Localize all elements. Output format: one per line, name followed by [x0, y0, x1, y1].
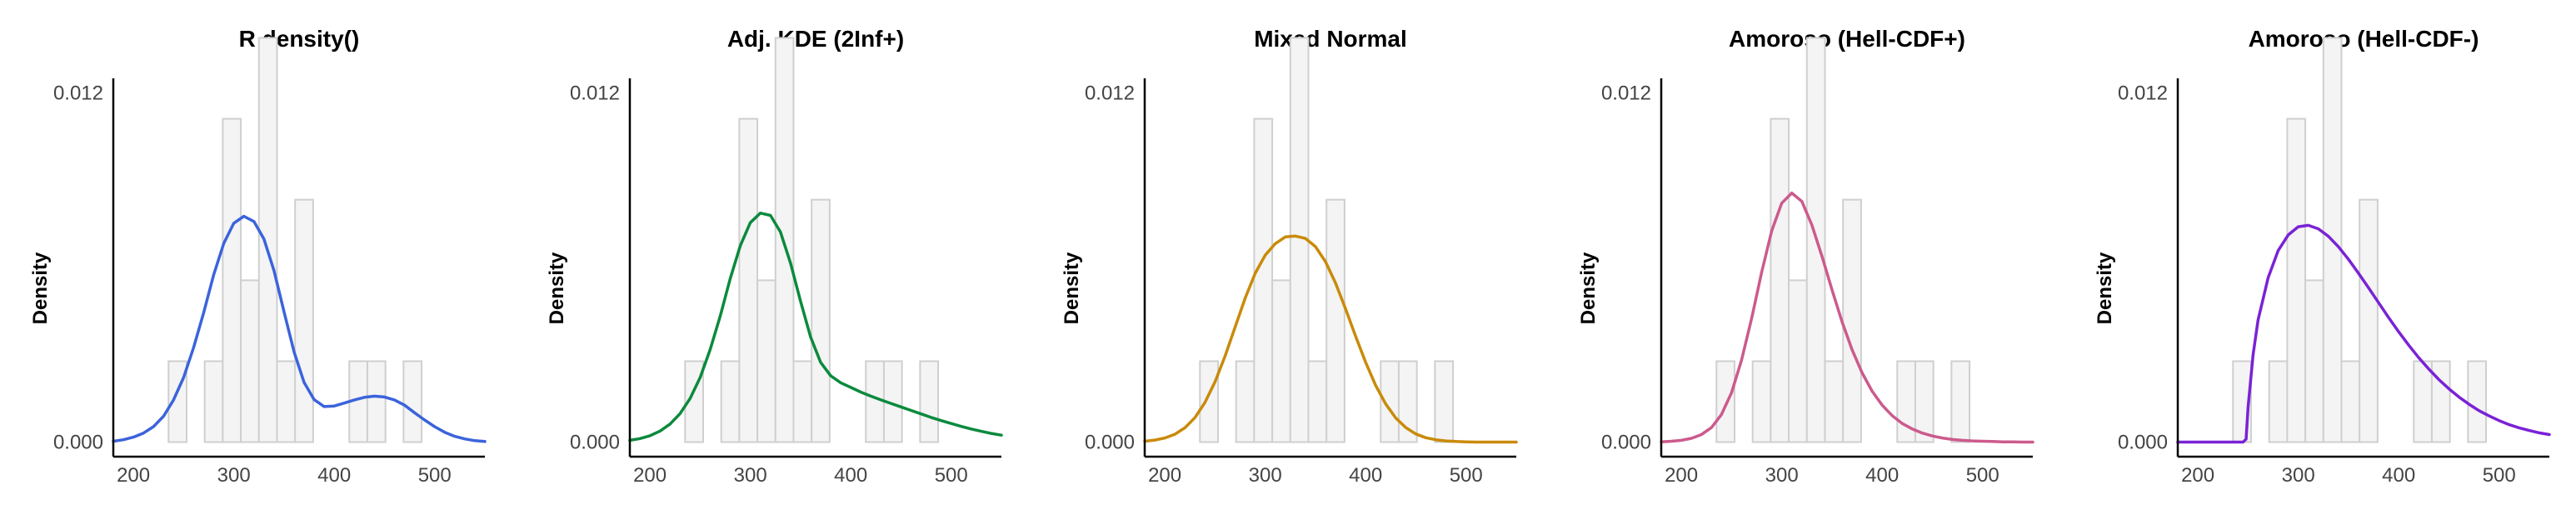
histogram-bar — [811, 198, 831, 443]
y-tick-label: 0.000 — [570, 432, 620, 454]
x-tick-label: 300 — [1249, 464, 1282, 487]
y-tick-label: 0.012 — [2118, 82, 2168, 104]
x-tick-label: 400 — [834, 464, 867, 487]
histogram-bar — [2430, 360, 2451, 443]
y-axis-label: Density — [1577, 252, 1600, 324]
histogram-bar — [1253, 118, 1274, 443]
y-tick-label: 0.012 — [570, 82, 620, 104]
density-curve — [112, 214, 487, 443]
panel-title: Adj. KDE (2Inf+) — [727, 26, 904, 52]
panel-1: R density() Density 0.000 0.012 200 300 400 500 — [29, 26, 487, 487]
x-tick-label: 200 — [2181, 464, 2214, 487]
panel-5: Amoroso (Hell-CDF-) Density 0.000 0.012 200 3… — [2094, 26, 2551, 487]
panel-title: R density() — [239, 26, 360, 52]
histogram-bar — [919, 360, 940, 443]
x-tick-label: 300 — [217, 464, 251, 487]
histogram-bar — [1235, 360, 1256, 443]
density-curve — [2176, 223, 2551, 444]
histogram-bar — [222, 118, 242, 443]
histogram-bar — [1824, 360, 1845, 443]
y-axis-label: Density — [2094, 252, 2116, 324]
histogram-bar — [1914, 360, 1934, 443]
x-tick-label: 500 — [935, 464, 968, 487]
histogram-bar — [366, 360, 387, 443]
density-curve — [1143, 234, 1518, 444]
histogram-bar — [865, 360, 885, 443]
histogram-bar — [2413, 360, 2433, 443]
y-tick-label: 0.000 — [2118, 432, 2168, 454]
y-tick-label: 0.012 — [1601, 82, 1651, 104]
histogram-bar — [1842, 198, 1862, 443]
x-tick-label: 400 — [2382, 464, 2415, 487]
y-tick-label: 0.000 — [1601, 432, 1651, 454]
histogram-bar — [294, 198, 314, 443]
histogram-bar — [402, 360, 423, 443]
histogram-bar — [1325, 198, 1345, 443]
histogram-bar — [2304, 279, 2324, 443]
x-tick-label: 400 — [1865, 464, 1899, 487]
histogram-bar — [756, 279, 776, 443]
y-axis-label: Density — [546, 252, 568, 324]
y-axis-label: Density — [29, 252, 52, 324]
histogram-bar — [1788, 279, 1808, 443]
histogram-bar — [1751, 360, 1772, 443]
y-tick-label: 0.000 — [53, 432, 103, 454]
x-tick-label: 200 — [1148, 464, 1181, 487]
x-tick-label: 500 — [1966, 464, 1999, 487]
x-tick-label: 200 — [633, 464, 666, 487]
histogram-bar — [720, 360, 741, 443]
histogram-bar — [2268, 360, 2289, 443]
histogram-bar — [1950, 360, 1971, 443]
x-tick-label: 400 — [1349, 464, 1382, 487]
x-tick-label: 500 — [418, 464, 452, 487]
panel-title: Amoroso (Hell-CDF-) — [2249, 26, 2479, 52]
panel-4: Amoroso (Hell-CDF+) Density 0.000 0.012 200 3… — [1577, 26, 2034, 487]
histogram-bar — [1199, 360, 1219, 443]
y-tick-label: 0.000 — [1085, 432, 1135, 454]
density-curve — [1660, 191, 2034, 444]
panel-3: Mixed Normal Density 0.000 0.012 200 300 400 50… — [1061, 26, 1518, 487]
density-curve — [628, 211, 1003, 442]
histogram-bar — [276, 360, 297, 443]
histogram-bar — [240, 279, 260, 443]
histogram-bar — [1307, 360, 1328, 443]
histogram-bar — [2359, 198, 2379, 443]
x-tick-label: 300 — [1765, 464, 1799, 487]
histogram-bar — [2467, 360, 2488, 443]
y-axis-label: Density — [1061, 252, 1083, 324]
x-tick-label: 500 — [2483, 464, 2516, 487]
histogram-bar — [203, 360, 224, 443]
histogram-bar — [2286, 118, 2307, 443]
histogram-bar — [1271, 279, 1291, 443]
panel-title: Mixed Normal — [1254, 26, 1407, 52]
x-tick-label: 500 — [1450, 464, 1483, 487]
x-tick-label: 300 — [2282, 464, 2315, 487]
x-tick-label: 200 — [1665, 464, 1698, 487]
histogram-bar — [1397, 360, 1418, 443]
panel-title: Amoroso (Hell-CDF+) — [1729, 26, 1965, 52]
x-tick-label: 200 — [117, 464, 150, 487]
y-tick-label: 0.012 — [1085, 82, 1135, 104]
histogram-bar — [792, 360, 813, 443]
histogram-bar — [1770, 118, 1790, 443]
histogram-bar — [257, 37, 278, 443]
histogram-bar — [1434, 360, 1455, 443]
histogram-bar — [1715, 360, 1735, 443]
x-tick-label: 300 — [734, 464, 767, 487]
y-tick-label: 0.012 — [53, 82, 103, 104]
x-tick-label: 400 — [317, 464, 351, 487]
histogram-bar — [738, 118, 759, 443]
panel-2: Adj. KDE (2Inf+) Density 0.000 0.012 200 300 4… — [546, 26, 1003, 487]
histogram-bar — [2340, 360, 2361, 443]
